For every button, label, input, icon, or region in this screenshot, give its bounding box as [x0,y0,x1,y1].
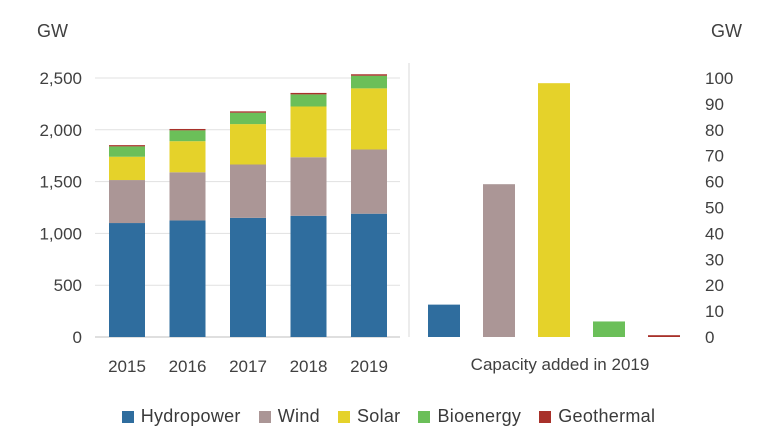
legend-item-bioenergy: Bioenergy [418,406,521,427]
right-y-tick-label: 60 [705,173,724,192]
right-y-tick-label: 30 [705,250,724,269]
right-bars [428,83,680,338]
bar-segment-hydropower-2019 [351,213,387,337]
bar-segment-geothermal-2017 [230,111,266,113]
bar-segment-wind-2016 [169,172,206,221]
legend-item-geothermal: Geothermal [539,406,655,427]
right-y-tick-label: 80 [705,121,724,140]
right-y-tick-label: 90 [705,95,724,114]
bar-segment-bioenergy-2019 [351,75,387,89]
bar-segment-wind-2017 [230,164,266,218]
left-y-axis-unit: GW [37,21,68,41]
legend-swatch [121,410,134,423]
legend: Hydropower Wind Solar Bioenergy Geothermal [0,406,777,427]
bar-segment-geothermal-2019 [351,74,387,76]
x-tick-label-2019: 2019 [350,357,388,376]
bar-solar-added-2019 [538,83,570,338]
left-y-tick-label: 1,000 [39,224,82,243]
left-stacked-bars [109,74,387,337]
bar-segment-geothermal-2016 [169,128,206,131]
bar-segment-bioenergy-2018 [290,94,327,107]
legend-swatch [337,410,350,423]
bar-bioenergy-added-2019 [593,321,625,337]
bar-segment-solar-2018 [290,106,327,158]
right-y-tick-label: 100 [705,69,733,88]
left-y-tick-label: 500 [54,276,82,295]
left-x-tick-labels: 2015 2016 2017 2018 2019 [108,357,388,376]
bar-segment-hydropower-2017 [230,217,266,337]
legend-swatch [418,410,431,423]
bar-segment-bioenergy-2015 [109,146,145,157]
right-y-tick-label: 50 [705,199,724,218]
x-tick-label-2018: 2018 [290,357,328,376]
bar-segment-geothermal-2018 [290,92,327,95]
right-y-tick-labels: 0 10 20 30 40 50 60 70 80 90 100 [705,69,733,347]
bar-segment-hydropower-2016 [169,220,206,337]
legend-item-solar: Solar [337,406,401,427]
bar-segment-solar-2017 [230,124,266,165]
left-y-tick-label: 2,500 [39,69,82,88]
legend-item-hydropower: Hydropower [121,406,241,427]
right-y-tick-label: 70 [705,147,724,166]
legend-item-wind: Wind [258,406,320,427]
bar-segment-hydropower-2018 [290,215,327,337]
left-y-tick-label: 1,500 [39,173,82,192]
bar-segment-solar-2016 [169,141,206,173]
x-tick-label-2015: 2015 [108,357,146,376]
bar-segment-bioenergy-2017 [230,112,266,125]
legend-swatch [258,410,271,423]
bar-segment-wind-2018 [290,157,327,216]
right-y-tick-label: 0 [705,328,714,347]
right-y-axis-unit: GW [711,21,742,41]
bar-segment-wind-2019 [351,149,387,214]
legend-label: Hydropower [140,406,241,426]
left-y-tick-label: 0 [73,328,82,347]
legend-swatch [539,410,552,423]
bar-segment-hydropower-2015 [109,223,145,337]
left-y-tick-labels: 0 500 1,000 1,500 2,000 2,500 [39,69,82,347]
x-tick-label-2016: 2016 [169,357,207,376]
bar-segment-solar-2015 [109,156,145,181]
legend-label: Wind [277,406,320,426]
right-y-tick-label: 20 [705,276,724,295]
bar-segment-bioenergy-2016 [169,130,206,142]
bar-segment-wind-2015 [109,180,145,224]
bar-wind-added-2019 [483,184,515,337]
legend-label: Bioenergy [437,406,522,426]
legend-label: Solar [356,406,401,426]
legend-label: Geothermal [558,406,656,426]
bar-geothermal-added-2019 [648,335,680,337]
x-tick-label-2017: 2017 [229,357,267,376]
right-y-tick-label: 10 [705,302,724,321]
bar-segment-solar-2019 [351,88,387,150]
right-x-axis-label: Capacity added in 2019 [471,355,650,374]
left-y-tick-label: 2,000 [39,121,82,140]
right-y-tick-label: 40 [705,224,724,243]
bar-hydropower-added-2019 [428,304,460,337]
bar-segment-geothermal-2015 [109,145,145,147]
